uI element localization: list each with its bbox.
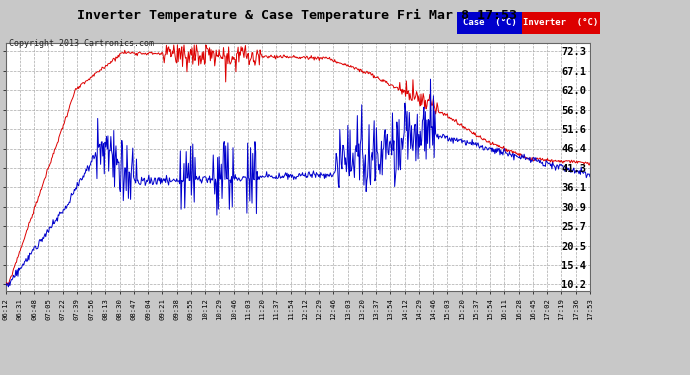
Text: Inverter  (°C): Inverter (°C): [523, 18, 599, 27]
Text: Case  (°C): Case (°C): [463, 18, 516, 27]
Text: Inverter Temperature & Case Temperature Fri Mar 8 17:53: Inverter Temperature & Case Temperature …: [77, 9, 517, 22]
Text: Copyright 2013 Cartronics.com: Copyright 2013 Cartronics.com: [9, 39, 154, 48]
